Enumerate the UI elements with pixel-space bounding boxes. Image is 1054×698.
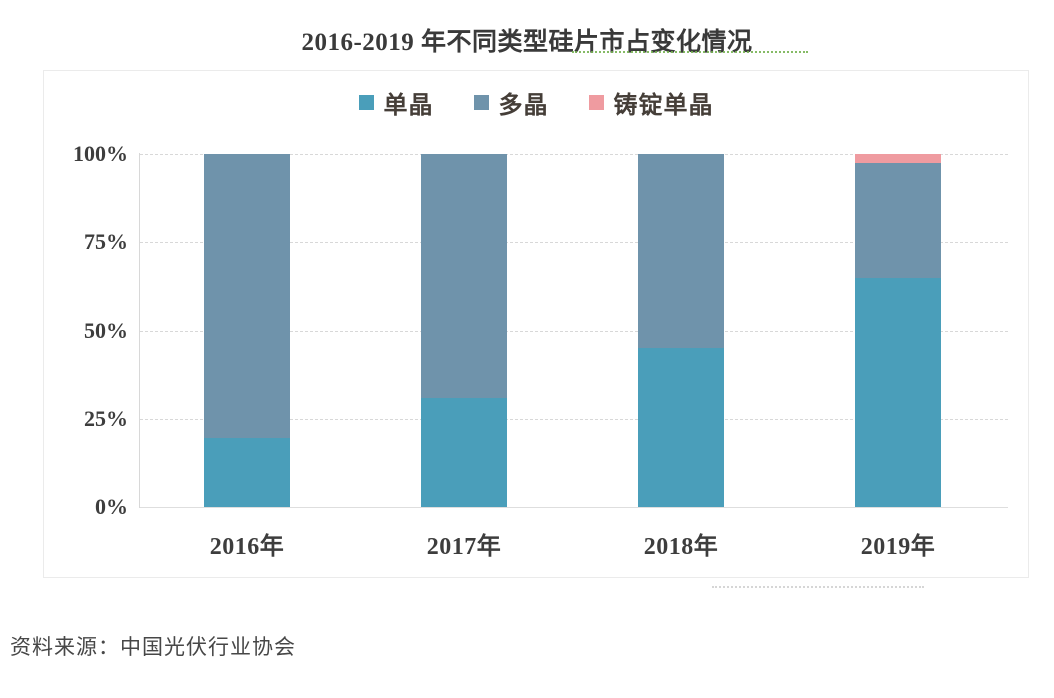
bar-segment-2016年-单晶 <box>204 438 290 507</box>
bar-segment-2019年-多晶 <box>855 162 941 278</box>
chart-title: 2016-2019 年不同类型硅片市占变化情况 <box>301 29 753 56</box>
y-axis-line <box>139 153 140 508</box>
source-note: 资料来源：中国光伏行业协会 <box>10 636 296 659</box>
legend-swatch-multi <box>473 95 489 110</box>
bar-2017年 <box>421 154 507 507</box>
y-tick-label-25: 25% <box>84 405 128 431</box>
bar-2019年 <box>855 154 941 507</box>
legend-swatch-cast-mono <box>588 95 604 110</box>
bar-segment-2018年-多晶 <box>638 154 724 349</box>
legend-label-mono: 单晶 <box>383 93 434 119</box>
spellcheck-squiggle-title <box>572 51 808 53</box>
gridline-0 <box>140 507 1008 508</box>
bar-2016年 <box>204 154 290 507</box>
legend-label-cast-mono: 铸锭单晶 <box>613 93 714 119</box>
legend-label-multi: 多晶 <box>498 93 549 119</box>
x-tick-label-2018年: 2018年 <box>643 534 719 560</box>
bar-2018年 <box>638 154 724 507</box>
spellcheck-squiggle-bottom <box>712 586 924 588</box>
chart-canvas: 单晶 多晶 铸锭单晶 2016年 2017年 2018年 2019年 0% 25% 50%… <box>43 70 1029 578</box>
legend-item-cast-mono: 铸锭单晶 <box>588 85 714 120</box>
bar-segment-2016年-多晶 <box>204 154 290 439</box>
legend-item-mono: 单晶 <box>358 85 434 120</box>
legend-item-multi: 多晶 <box>473 85 549 120</box>
bar-segment-2019年-单晶 <box>855 277 941 507</box>
legend-swatch-mono <box>358 95 374 110</box>
bar-segment-2017年-多晶 <box>421 154 507 398</box>
gridline-50 <box>140 330 1008 332</box>
bar-segment-2019年-铸锭单晶 <box>855 154 941 163</box>
gridline-25 <box>140 418 1008 420</box>
y-tick-label-75: 75% <box>84 229 128 255</box>
bar-segment-2017年-单晶 <box>421 397 507 507</box>
x-tick-label-2019年: 2019年 <box>860 534 936 560</box>
y-tick-label-100: 100% <box>73 141 128 166</box>
bar-segment-2018年-单晶 <box>638 348 724 507</box>
x-tick-label-2017年: 2017年 <box>426 534 502 560</box>
y-tick-label-0: 0% <box>95 494 128 519</box>
gridline-75 <box>140 242 1008 244</box>
plot-area: 2016年 2017年 2018年 2019年 <box>140 154 1008 560</box>
chart-legend: 单晶 多晶 铸锭单晶 <box>44 85 1028 120</box>
y-tick-label-50: 50% <box>84 317 128 343</box>
x-tick-label-2016年: 2016年 <box>209 534 285 560</box>
gridline-100 <box>140 154 1008 155</box>
